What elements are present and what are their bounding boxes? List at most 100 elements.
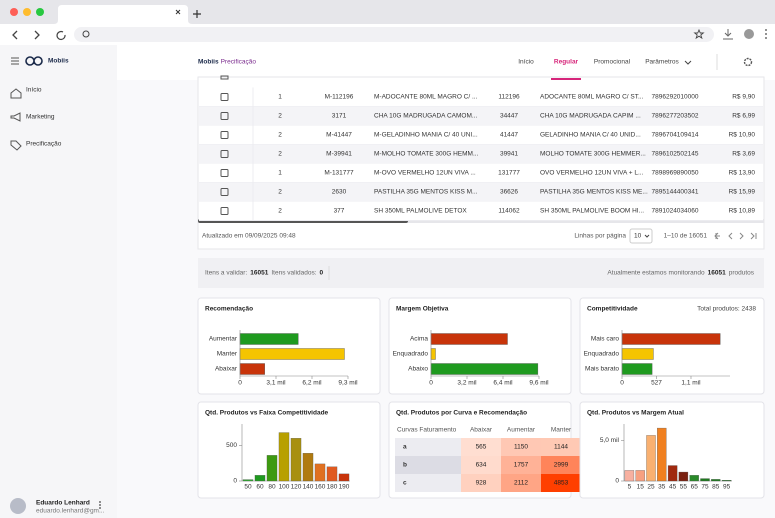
user-menu[interactable] [99,504,101,506]
checkbox[interactable] [220,112,229,120]
min-dot[interactable] [23,8,31,16]
nav-arrows[interactable] [12,30,40,40]
x-tick-label: 15 [637,484,645,491]
cell: MOLHO TOMATE 300G HEMMER... [540,151,646,158]
checkbox[interactable] [220,93,229,101]
bookmark[interactable] [693,28,705,40]
download[interactable] [723,29,733,40]
menu-item[interactable]: Precificação [26,141,62,148]
user-menu[interactable] [99,507,101,509]
search-icon [82,30,90,38]
cell: 2630 [332,189,347,196]
tab-close[interactable] [175,9,181,15]
x-tick-label: 9,6 mil [529,380,549,387]
cell: 36626 [500,189,518,196]
heat-value: 928 [476,480,487,487]
heat-col: Aumentar [507,427,536,434]
chart-title: Qtd. Produtos vs Faixa Competitividade [205,410,329,417]
nav-item[interactable]: Regular [554,59,579,66]
status-text: Atualmente estamos monitorando [607,270,705,277]
cell: 2 [278,132,282,139]
nav-item[interactable]: Promocional [594,59,631,66]
menu-item[interactable]: Marketing [26,114,55,121]
chart-annotation: Total produtos: 2438 [697,306,756,313]
menu-dot[interactable] [765,37,767,39]
nav-item[interactable]: Início [518,59,534,66]
chart-title: Margem Objetiva [396,306,449,313]
nav-item[interactable]: Parâmetros [645,59,679,66]
checkbox[interactable] [220,150,229,158]
x-tick-label: 1,1 mil [681,380,701,387]
checkbox[interactable] [220,131,229,139]
bar [302,453,314,482]
settings-icon[interactable] [743,57,753,67]
profile[interactable] [744,29,754,39]
heat-value: 634 [476,462,487,469]
x-tick-label: 25 [647,484,655,491]
bar [621,348,654,360]
cell: 112196 [498,94,520,101]
table-row [199,182,763,202]
reload[interactable] [56,30,66,41]
product: Precificação [221,59,257,66]
cell: 2 [278,151,282,158]
heat-col: Abaixar [470,427,493,434]
cell: 7896102502145 [652,151,699,158]
bar [278,432,290,482]
x-tick-label: 190 [339,484,350,491]
bar [678,471,689,482]
cell: 1 [278,170,282,177]
y-tick-label: 0 [233,478,237,485]
heat-row-label-bg [395,438,461,456]
user-menu[interactable] [99,501,101,503]
menu-item[interactable]: Início [26,87,42,94]
checkbox[interactable] [220,169,229,177]
brand: Mobiis [198,59,219,66]
menu-dot[interactable] [765,33,767,35]
heat-col: Manter [551,427,572,434]
hamburger[interactable] [11,57,19,65]
close-dot[interactable] [10,8,18,16]
x-tick-label: 180 [327,484,338,491]
avatar [10,498,26,514]
bar [430,348,436,360]
cell: R$ 10,89 [729,208,756,215]
checkbox[interactable] [220,75,229,80]
chart-title: Recomendação [205,306,253,313]
heat-row-label-bg [395,456,461,474]
tab[interactable] [54,5,192,24]
cell: 7896277203502 [652,113,699,120]
nav-underline [551,78,581,80]
heat-value: 2999 [554,462,569,469]
bar [667,465,678,482]
rows-value[interactable]: 10 [634,233,642,240]
page-arrows[interactable] [714,232,757,240]
checkbox[interactable] [220,207,229,215]
cell: M-OVO VERMELHO 12UN VIVA ... [374,170,476,177]
new-tab[interactable] [193,10,201,18]
heat-cell [501,474,541,492]
heat-row: a [403,444,407,451]
heat-value: 1757 [514,462,529,469]
rows-select[interactable] [629,228,653,244]
cell: CHA 10G MADRUGADA CAMOM... [374,113,477,120]
cell: ADOCANTE 80ML MAGRO C/ ST... [540,94,644,101]
menu-dot[interactable] [765,29,767,31]
address-bar[interactable] [74,27,714,42]
category-label: Abaixo [408,366,428,373]
cell: 2 [278,208,282,215]
status-text: 0 [320,270,324,277]
category-label: Mais caro [591,336,620,343]
chevron[interactable] [684,60,692,65]
cell: M-MOLHO TOMATE 300G HEMM... [374,151,479,158]
x-tick-label: 5 [628,484,632,491]
cell: PASTILHA 35G MENTOS KISS ME... [540,189,648,196]
checkbox[interactable] [220,188,229,196]
heat-cell [501,438,541,456]
x-tick-label: 9,3 mil [338,380,358,387]
bar [266,455,278,482]
chart-title: Competitividade [587,306,638,313]
bar [242,479,254,482]
heat-cell [461,438,501,456]
max-dot[interactable] [36,8,44,16]
